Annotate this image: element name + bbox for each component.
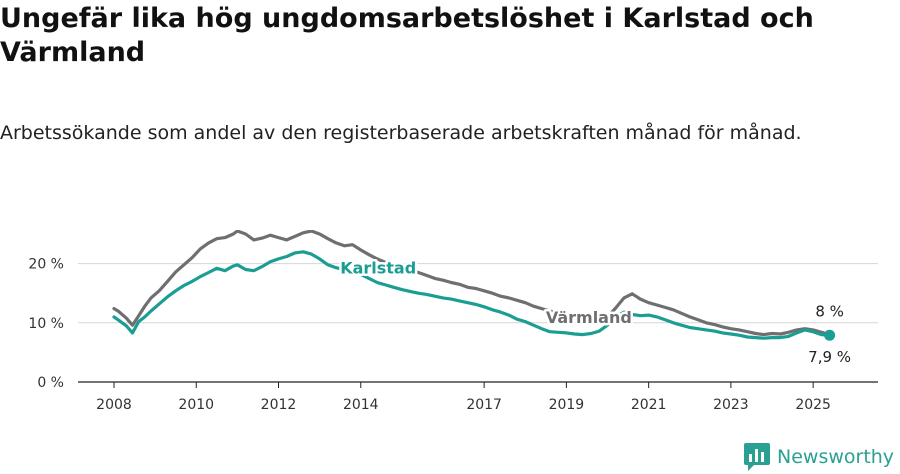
x-tick-label: 2014 [343,397,379,413]
y-axis-ticks: 0 % 10 % 20 % [28,257,64,391]
gridlines [78,263,878,383]
end-value-label-karlstad: 7,9 % [808,348,851,366]
chart-title: Ungefär lika hög ungdomsarbetslöshet i K… [0,3,814,68]
series-line-karlstad [112,250,832,340]
y-tick-label: 20 % [28,257,64,273]
newsworthy-brand[interactable]: Newsworthy [744,443,894,471]
x-tick-label: 2012 [261,397,297,413]
x-axis-ticks: 2008 2010 2012 2014 2017 2019 2021 2023 2025 [96,382,831,413]
line-chart: 0 % 10 % 20 % 2008 2010 2012 2014 2017 2019 2021… [28,230,878,413]
x-tick-label: 2010 [178,397,214,413]
series-label-varmland: Värmland [546,308,632,327]
x-tick-label: 2008 [96,397,132,413]
series-labels: Värmland Karlstad 8 % 7,9 % [338,256,853,368]
end-value-label-varmland: 8 % [815,303,844,321]
x-tick-label: 2019 [549,397,585,413]
y-tick-label: 10 % [28,316,64,332]
series-line-värmland [112,230,832,337]
newsworthy-logo-icon [744,443,770,471]
y-tick-label: 0 % [37,375,64,391]
x-tick-label: 2025 [795,397,831,413]
series-end-marker-karlstad [824,329,836,341]
x-tick-label: 2023 [713,397,749,413]
x-tick-label: 2017 [466,397,502,413]
x-tick-label: 2021 [631,397,667,413]
series-label-karlstad: Karlstad [340,259,416,278]
chart-subtitle: Arbetssökande som andel av den registerb… [0,122,802,144]
series-lines [112,230,836,341]
brand-name: Newsworthy [777,446,895,468]
